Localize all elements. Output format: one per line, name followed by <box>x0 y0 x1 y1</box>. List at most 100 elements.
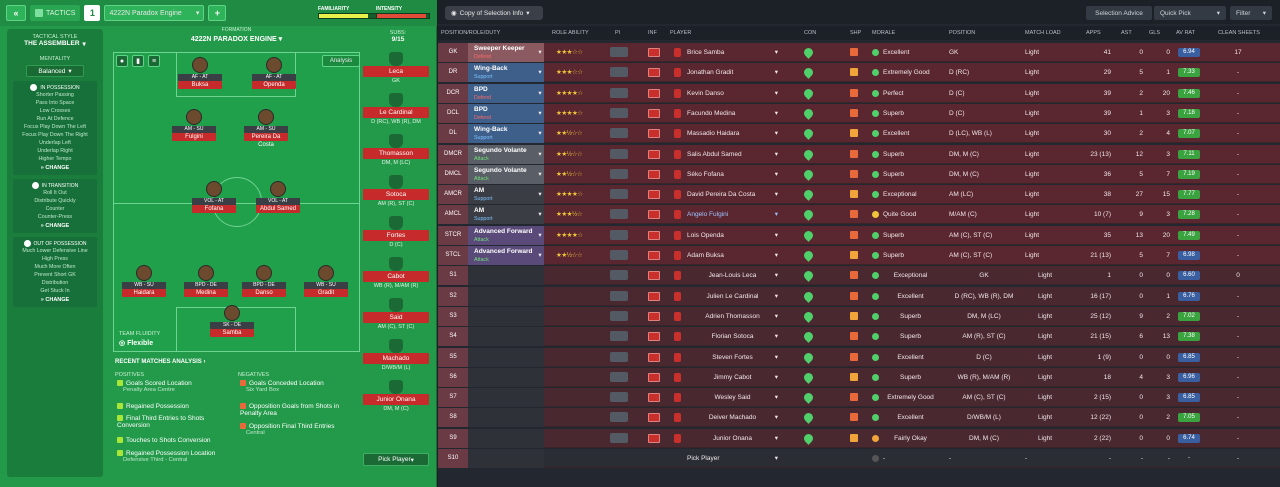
player-select[interactable]: Junior Onana ▾ <box>674 429 778 448</box>
header-shp[interactable]: SHP <box>850 30 862 36</box>
header-role-ability[interactable]: ROLE ABILITY <box>552 30 589 36</box>
player-select[interactable]: Julien Le Cardinal ▾ <box>674 287 778 306</box>
influence-icon[interactable] <box>648 230 660 240</box>
tactic-number[interactable]: 1 <box>84 5 101 21</box>
player-select[interactable]: Massadio Haidara ▾ <box>674 124 778 143</box>
player-instructions-icon[interactable] <box>610 371 628 382</box>
header-ast[interactable]: AST <box>1121 30 1132 36</box>
analysis-button[interactable]: Analysis <box>322 55 360 67</box>
info-icon[interactable]: ● <box>116 55 128 67</box>
pitch-player[interactable]: WB - SU Haidara <box>122 265 166 297</box>
header-position-role[interactable]: POSITION/ROLE/DUTY <box>441 30 501 36</box>
player-instructions-icon[interactable] <box>610 209 628 220</box>
influence-icon[interactable] <box>648 271 660 281</box>
player-instructions-icon[interactable] <box>610 250 628 260</box>
stats-icon[interactable]: ▮ <box>132 55 144 67</box>
player-select[interactable]: Salis Abdul Samed ▾ <box>674 145 778 164</box>
influence-icon[interactable] <box>648 372 660 382</box>
pitch-player[interactable]: AF - AT Openda <box>252 57 296 89</box>
formation-select[interactable]: 4222N PARADOX ENGINE ▾ <box>190 36 283 43</box>
table-row[interactable]: S9 Junior Onana ▾ Fairly Okay DM, M (C) Light… <box>438 428 1280 448</box>
quick-pick-select[interactable]: Quick Pick ▾ <box>1154 6 1226 20</box>
player-select[interactable]: Adrien Thomasson ▾ <box>674 307 778 326</box>
player-instructions-icon[interactable] <box>610 67 628 78</box>
influence-icon[interactable] <box>648 210 660 220</box>
player-instructions-icon[interactable] <box>610 412 628 423</box>
header-av-rat[interactable]: AV RAT <box>1176 30 1196 36</box>
influence-icon[interactable] <box>648 129 660 139</box>
role-duty-select[interactable]: Wing-Back Support <box>468 63 544 83</box>
positive-item[interactable]: Touches to Shots Conversion <box>117 437 229 444</box>
influence-icon[interactable] <box>648 413 660 423</box>
sub-player[interactable]: Leca GK <box>363 52 429 84</box>
pitch-player[interactable]: BPD - DE Medina <box>184 265 228 297</box>
table-row[interactable]: AMCR AM Support ▾ ★★★★☆ David Pereira Da Cost… <box>438 185 1280 205</box>
positive-item[interactable]: Goals Scored Location Penalty Area Centre <box>117 380 229 393</box>
sub-player[interactable]: Thomasson DM, M (LC) <box>363 134 429 166</box>
tactic-select[interactable]: 4222N Paradox Engine ▾ <box>104 5 205 21</box>
influence-icon[interactable] <box>648 332 660 342</box>
player-instructions-icon[interactable] <box>610 270 628 281</box>
list-icon[interactable]: ≡ <box>148 55 160 67</box>
player-instructions-icon[interactable] <box>610 107 628 118</box>
table-row[interactable]: S1 Jean-Louis Leca ▾ Exceptional GK Light 1 0 0 6… <box>438 266 1280 286</box>
influence-icon[interactable] <box>648 251 660 260</box>
influence-icon[interactable] <box>648 433 660 443</box>
player-instructions-icon[interactable] <box>610 392 628 403</box>
table-row[interactable]: S2 Julien Le Cardinal ▾ Excellent D (RC), WB… <box>438 286 1280 306</box>
recent-matches-analysis-link[interactable]: RECENT MATCHES ANALYSIS › <box>115 359 206 365</box>
change-button[interactable]: » CHANGE <box>40 165 70 171</box>
table-row[interactable]: DCR BPD Defend ▾ ★★★★☆ Kevin Danso ▾ Perfect D (… <box>438 83 1280 103</box>
role-duty-select[interactable]: Wing-Back Support <box>468 124 544 144</box>
change-button[interactable]: » CHANGE <box>40 297 70 303</box>
mentality-select[interactable]: Balanced ▾ <box>26 65 84 77</box>
header-apps[interactable]: APPS <box>1086 30 1101 36</box>
influence-icon[interactable] <box>648 88 660 98</box>
player-select[interactable]: Florian Sotoca ▾ <box>674 327 778 346</box>
table-row[interactable]: DCL BPD Defend ▾ ★★★★☆ Facundo Medina ▾ Superb D… <box>438 103 1280 123</box>
header-player[interactable]: PLAYER <box>670 30 692 36</box>
influence-icon[interactable] <box>648 352 660 362</box>
influence-icon[interactable] <box>648 190 660 200</box>
pitch-player[interactable]: SK - DE Samba <box>210 305 254 337</box>
table-row[interactable]: S5 Steven Fortes ▾ Excellent D (C) Light 1 (9)… <box>438 347 1280 367</box>
table-row[interactable]: DMCL Segundo Volante Attack ▾ ★★½☆☆ Séko Fofa… <box>438 164 1280 184</box>
player-select[interactable]: Jimmy Cabot ▾ <box>674 368 778 387</box>
player-instructions-icon[interactable] <box>610 47 628 57</box>
role-duty-select[interactable]: Advanced Forward Attack <box>468 225 544 245</box>
influence-icon[interactable] <box>648 108 660 118</box>
sub-player[interactable]: Said AM (C), ST (C) <box>363 298 429 330</box>
view-select[interactable]: ◉ Copy of Selection Info ▾ <box>445 6 543 20</box>
familiarity-meter[interactable]: FAMILIARITY <box>318 6 378 19</box>
influence-icon[interactable] <box>648 393 660 403</box>
sub-player[interactable]: Fortes D (C) <box>363 216 429 248</box>
role-duty-select[interactable]: AM Support <box>468 185 544 205</box>
positive-item[interactable]: Regained Possession <box>117 403 229 410</box>
player-select[interactable]: Pick Player ▾ <box>674 449 778 468</box>
header-con[interactable]: CON <box>804 30 817 36</box>
pitch-player[interactable]: VOL - AT Fofana <box>192 181 236 213</box>
table-row[interactable]: S8 Deiver Machado ▾ Excellent D/WB/M (L) Ligh… <box>438 408 1280 428</box>
header-morale[interactable]: MORALE <box>872 30 896 36</box>
header-match-load[interactable]: MATCH LOAD <box>1025 30 1061 36</box>
pitch-player[interactable]: AM - SU Pereira Da Costa <box>244 109 288 148</box>
table-row[interactable]: DL Wing-Back Support ▾ ★★½☆☆ Massadio Haidara… <box>438 124 1280 144</box>
sub-player[interactable]: Le Cardinal D (RC), WB (R), DM <box>363 93 429 125</box>
table-row[interactable]: DMCR Segundo Volante Attack ▾ ★★½☆☆ Salis Abd… <box>438 144 1280 164</box>
player-select[interactable]: Wesley Said ▾ <box>674 388 778 407</box>
table-row[interactable]: GK Sweeper Keeper Defend ▾ ★★★☆☆ Brice Samba ▾… <box>438 43 1280 62</box>
pitch-player[interactable]: AF - AT Buksa <box>178 57 222 89</box>
sub-player[interactable]: Machado D/WB/M (L) <box>363 339 429 371</box>
player-instructions-icon[interactable] <box>610 290 628 301</box>
header-clean-sheets[interactable]: CLEAN SHEETS <box>1218 30 1260 36</box>
influence-icon[interactable] <box>648 311 660 321</box>
player-instructions-icon[interactable] <box>610 351 628 362</box>
influence-icon[interactable] <box>648 68 660 78</box>
sub-player[interactable]: Junior Onana DM, M (C) <box>363 380 429 412</box>
table-row[interactable]: AMCL AM Support ▾ ★★★½☆ Angelo Fulgini ▾ Quite … <box>438 205 1280 225</box>
influence-icon[interactable] <box>648 291 660 301</box>
role-duty-select[interactable]: Segundo Volante Attack <box>468 144 544 164</box>
player-select[interactable]: Kevin Danso ▾ <box>674 84 778 103</box>
player-select[interactable]: Angelo Fulgini ▾ <box>674 205 778 224</box>
table-row[interactable]: S4 Florian Sotoca ▾ Superb AM (R), ST (C) Lig… <box>438 327 1280 347</box>
